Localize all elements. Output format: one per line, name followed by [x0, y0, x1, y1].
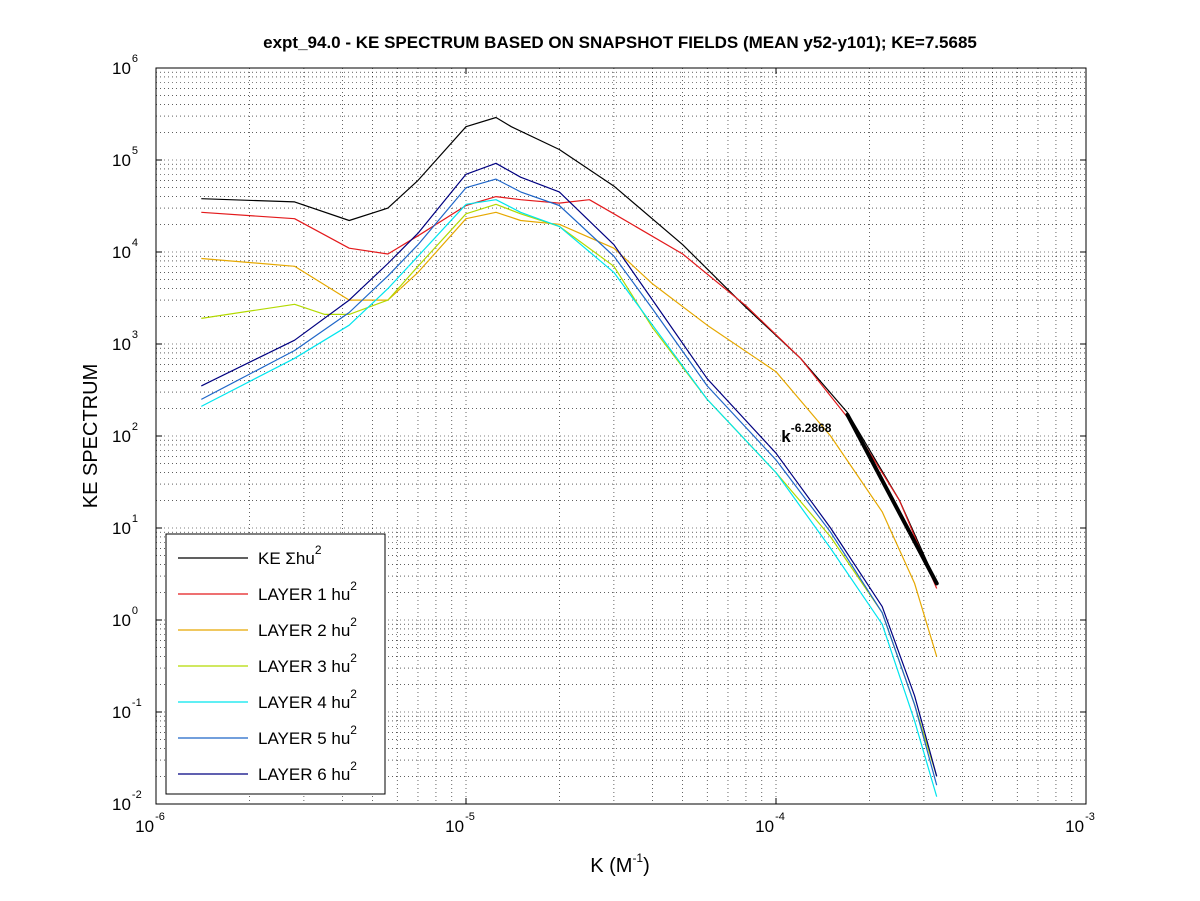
series-line-4	[201, 203, 938, 777]
x-tick-label: 10-5	[445, 811, 475, 836]
legend-entry: LAYER 5 hu2	[258, 723, 357, 748]
slope-annotation: k-6.2868	[781, 421, 831, 446]
legend-box	[165, 533, 386, 795]
series-line-6	[201, 178, 938, 786]
legend-entry: LAYER 3 hu2	[258, 651, 357, 676]
axis-ticks: 10-6 10-5 10-4 10-3 10-2 10-1 100 101 102 103 104 1…	[112, 53, 1095, 836]
y-tick-label: 105	[112, 145, 138, 170]
y-axis-label: KE SPECTRUM	[80, 364, 102, 508]
legend: KE Σhu2 LAYER 1 hu2 LAYER 2 hu2 LAYER 3 hu2…	[165, 533, 386, 795]
y-tick-label: 106	[112, 53, 138, 78]
y-tick-label: 100	[112, 605, 138, 630]
legend-entry: KE Σhu2	[258, 543, 322, 568]
x-axis-label-base: K (M	[590, 855, 632, 877]
x-tick-label: 10-3	[1065, 811, 1095, 836]
chart-title: expt_94.0 - KE SPECTRUM BASED ON SNAPSHO…	[263, 33, 977, 52]
y-tick-label: 101	[112, 513, 138, 538]
x-axis-label-tail: )	[643, 855, 650, 877]
y-tick-label: 103	[112, 329, 138, 354]
series-line-1	[201, 116, 938, 584]
y-tick-label: 104	[112, 237, 138, 262]
legend-entry: LAYER 6 hu2	[258, 759, 357, 784]
series-group: k-6.2868	[201, 116, 939, 797]
series-line-7	[201, 162, 938, 777]
chart-grid	[156, 68, 1086, 804]
x-tick-label: 10-4	[755, 811, 785, 836]
y-tick-label: 102	[112, 421, 138, 446]
legend-entry: LAYER 1 hu2	[258, 579, 357, 604]
x-axis-label: K (M-1)	[590, 851, 650, 877]
series-line-5	[201, 199, 938, 797]
legend-entry: LAYER 2 hu2	[258, 615, 357, 640]
legend-entry: LAYER 4 hu2	[258, 687, 357, 712]
fit-line	[845, 412, 939, 586]
x-axis-label-sup: -1	[632, 851, 643, 865]
y-tick-label: 10-2	[112, 789, 142, 814]
x-tick-label: 10-6	[135, 811, 165, 836]
series-line-2	[201, 196, 938, 589]
y-tick-label: 10-1	[112, 697, 142, 722]
